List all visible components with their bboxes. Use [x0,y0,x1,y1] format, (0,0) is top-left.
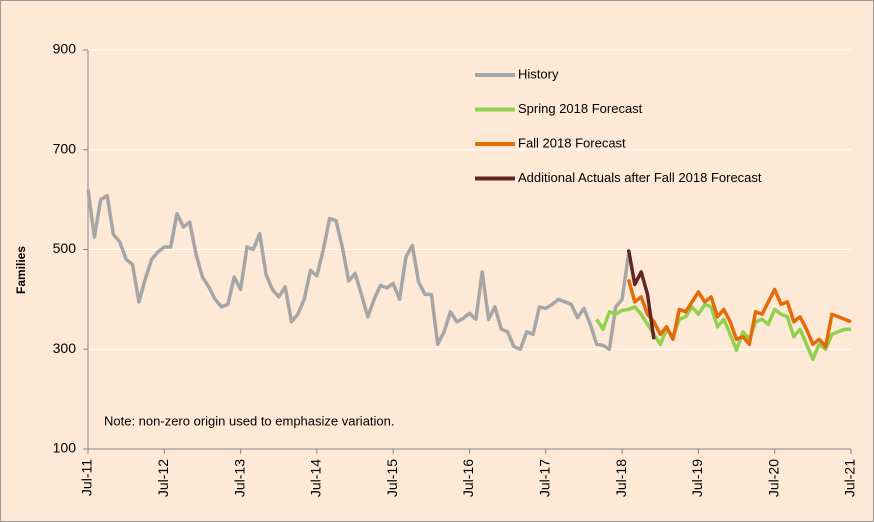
legend-label: Fall 2018 Forecast [518,135,626,150]
series-line [626,249,656,340]
legend-label: Additional Actuals after Fall 2018 Forec… [518,170,762,185]
y-tick-label: 900 [53,41,77,57]
note: Note: non-zero origin used to emphasize … [104,413,395,428]
series-line [626,278,852,349]
x-tick-label: Jul-15 [384,459,400,497]
series-line [86,189,631,352]
x-tick-label: Jul-21 [842,459,858,497]
x-tick-label: Jul-19 [689,459,705,497]
y-tick-label: 700 [53,140,77,156]
x-tick-label: Jul-20 [765,459,781,497]
x-tick-label: Jul-17 [537,459,553,497]
y-tick-label: 300 [53,340,77,356]
x-tick-label: Jul-13 [231,459,247,497]
x-tick-label: Jul-14 [308,459,324,497]
y-tick-label: 500 [53,240,77,256]
legend-label: History [518,66,559,81]
series-line [595,302,851,361]
x-tick-label: Jul-18 [613,459,629,497]
legend-label: Spring 2018 Forecast [518,101,643,116]
x-tick-label: Jul-12 [155,459,171,497]
x-tick-label: Jul-11 [79,459,95,496]
y-tick-label: 100 [53,440,77,456]
x-tick-label: Jul-16 [460,459,476,497]
y-axis-label: Families [14,246,28,294]
